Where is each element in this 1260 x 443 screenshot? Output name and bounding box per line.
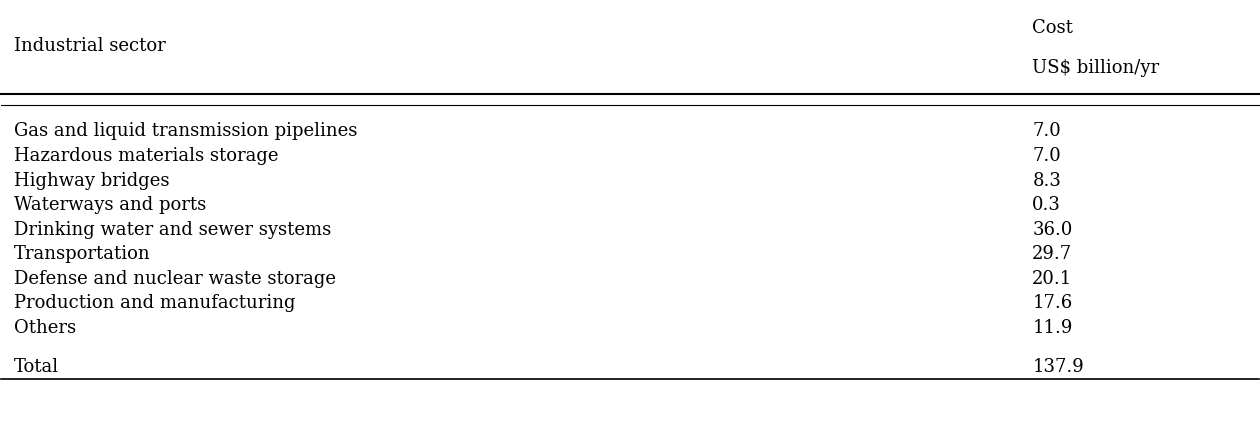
- Text: 20.1: 20.1: [1032, 270, 1072, 288]
- Text: Cost: Cost: [1032, 19, 1074, 37]
- Text: 11.9: 11.9: [1032, 319, 1072, 337]
- Text: Defense and nuclear waste storage: Defense and nuclear waste storage: [14, 270, 336, 288]
- Text: Transportation: Transportation: [14, 245, 151, 263]
- Text: 137.9: 137.9: [1032, 358, 1084, 376]
- Text: 36.0: 36.0: [1032, 221, 1072, 239]
- Text: 7.0: 7.0: [1032, 147, 1061, 165]
- Text: 0.3: 0.3: [1032, 196, 1061, 214]
- Text: 17.6: 17.6: [1032, 294, 1072, 312]
- Text: Gas and liquid transmission pipelines: Gas and liquid transmission pipelines: [14, 122, 358, 140]
- Text: Waterways and ports: Waterways and ports: [14, 196, 207, 214]
- Text: 29.7: 29.7: [1032, 245, 1072, 263]
- Text: Production and manufacturing: Production and manufacturing: [14, 294, 295, 312]
- Text: Highway bridges: Highway bridges: [14, 171, 169, 190]
- Text: Total: Total: [14, 358, 59, 376]
- Text: Hazardous materials storage: Hazardous materials storage: [14, 147, 278, 165]
- Text: US$ billion/yr: US$ billion/yr: [1032, 58, 1159, 77]
- Text: Others: Others: [14, 319, 76, 337]
- Text: 7.0: 7.0: [1032, 122, 1061, 140]
- Text: 8.3: 8.3: [1032, 171, 1061, 190]
- Text: Drinking water and sewer systems: Drinking water and sewer systems: [14, 221, 331, 239]
- Text: Industrial sector: Industrial sector: [14, 37, 166, 54]
